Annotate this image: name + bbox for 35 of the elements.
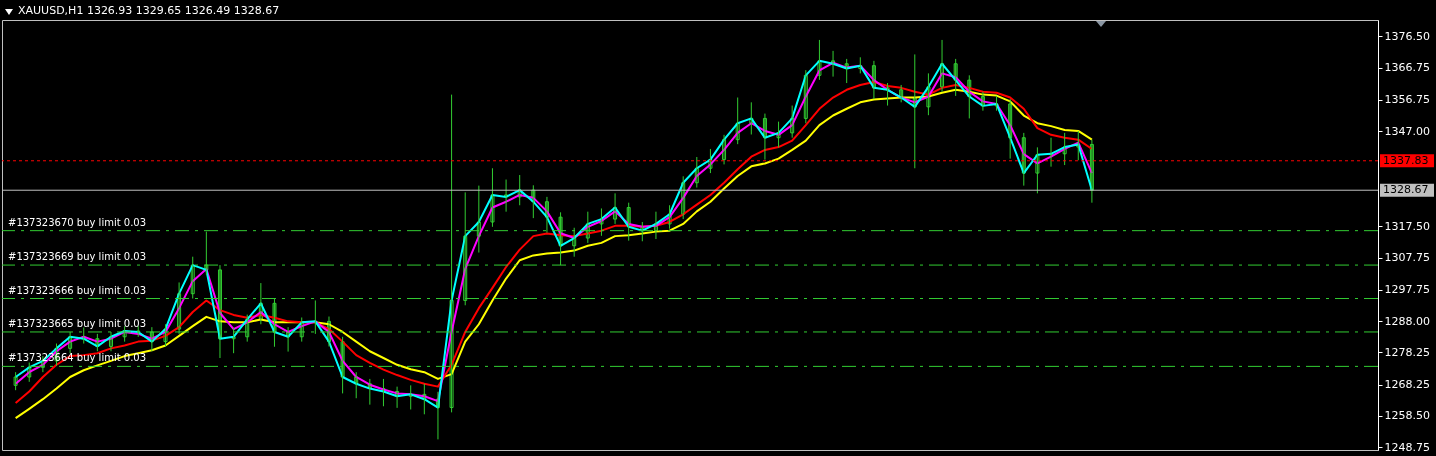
y-tick-label: 1376.50: [1384, 29, 1430, 43]
ref-line-label: #137323666 buy limit 0.03: [8, 284, 147, 296]
ref-line-label: #137323669 buy limit 0.03: [8, 251, 147, 263]
candlestick: [790, 105, 795, 139]
candlestick: [1035, 146, 1040, 194]
candlestick: [940, 39, 945, 93]
candlestick: [735, 97, 740, 145]
candlestick: [803, 69, 808, 124]
candlestick: [722, 134, 727, 165]
candlestick: [490, 167, 495, 228]
y-tick-label: 1347.00: [1384, 124, 1430, 138]
candlestick: [708, 148, 713, 174]
candlestick: [1062, 132, 1067, 166]
y-tick-label: 1288.00: [1384, 314, 1430, 328]
candlestick: [613, 192, 618, 225]
y-tick-label: 1297.75: [1384, 283, 1430, 297]
ref-line-label: 1337.83: [1383, 153, 1429, 167]
candlestick: [926, 72, 931, 116]
candlestick: [681, 175, 686, 220]
y-tick-label: 1366.75: [1384, 61, 1430, 75]
y-tick-label: 1307.75: [1384, 251, 1430, 265]
candlestick: [13, 371, 18, 391]
y-tick-label: 1258.50: [1384, 409, 1430, 423]
candlestick: [694, 156, 699, 189]
y-tick-label: 1356.75: [1384, 93, 1430, 107]
y-tick-label: 1317.50: [1384, 219, 1430, 233]
y-tick-label: 1278.25: [1384, 345, 1430, 359]
candlestick: [817, 39, 822, 81]
candlestick: [517, 174, 522, 206]
chart-title: XAUUSD,H1 1326.93 1329.65 1326.49 1328.67: [18, 4, 280, 17]
y-tick-label: 1268.25: [1384, 378, 1430, 392]
ref-line-label: 1328.67: [1383, 183, 1429, 197]
ref-line-label: #137323670 buy limit 0.03: [8, 216, 147, 228]
ref-line-label: #137323665 buy limit 0.03: [8, 317, 147, 329]
y-tick-label: 1248.75: [1384, 440, 1430, 454]
